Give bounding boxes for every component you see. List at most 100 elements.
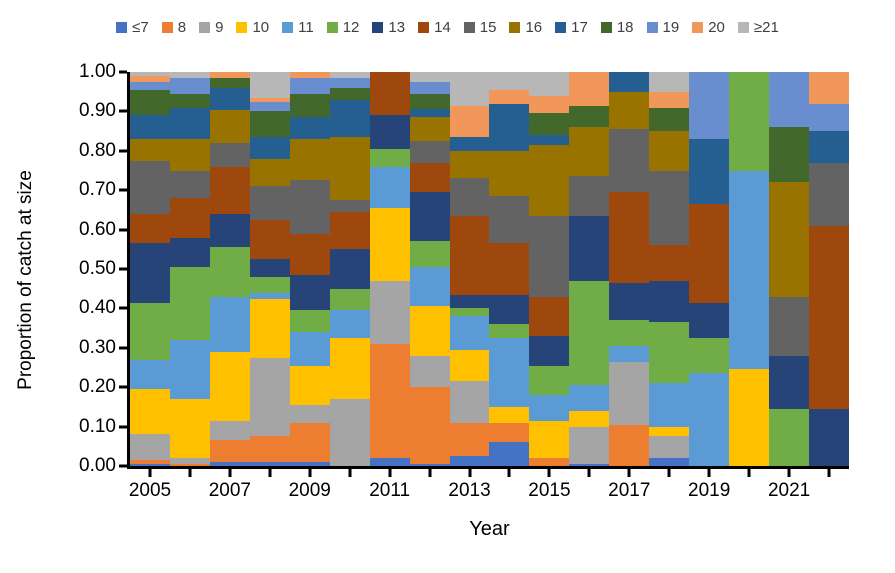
bar-segment-2016-size-16	[569, 127, 610, 177]
bar-segment-2018-size-≥21	[649, 72, 690, 92]
bar-segment-2013-size-9	[449, 381, 490, 423]
legend-item: ≤7	[116, 20, 149, 35]
bar-segment-2013-size-≥21	[449, 72, 490, 106]
bar-segment-2005-size-17	[130, 115, 170, 140]
x-tick-label-2005: 2005	[128, 480, 172, 501]
bar-segment-2008-size-18	[249, 111, 290, 138]
bar-segment-2008-size-19	[249, 101, 290, 112]
bar-segment-2018-size-12	[649, 322, 690, 384]
bar-segment-2021-size-19	[769, 72, 809, 128]
bar-segment-2016-size-18	[569, 105, 610, 128]
bar-segment-2014-size-12	[489, 324, 530, 338]
bar-segment-2008-size-14	[249, 219, 290, 260]
bar-segment-2014-size-≥21	[489, 72, 530, 90]
bar-2021	[769, 72, 809, 466]
bar-segment-2010-size-≥21	[329, 72, 370, 78]
bar-segment-2016-size-12	[569, 280, 610, 386]
y-tick-0.70	[119, 188, 127, 192]
bar-segment-2015-size-15	[529, 215, 570, 297]
bar-segment-2022-size-13	[808, 408, 849, 466]
bar-segment-2008-size-17	[249, 137, 290, 159]
legend-item: 17	[555, 20, 588, 35]
bar-segment-2014-size-15	[489, 196, 530, 244]
bar-2012	[409, 72, 450, 466]
bar-segment-2018-size-16	[649, 131, 690, 171]
bars-container	[130, 72, 849, 466]
bar-segment-2013-size-8	[449, 422, 490, 457]
bar-segment-2010-size-10	[329, 337, 370, 400]
bar-segment-2007-size-13	[209, 213, 250, 248]
bar-segment-2006-size-11	[169, 339, 210, 400]
bar-segment-2019-size-12	[689, 337, 730, 374]
x-tick-label-2007: 2007	[208, 480, 251, 501]
legend-label: 13	[388, 19, 406, 36]
x-tick-2007	[228, 469, 232, 477]
x-tick-label-2011: 2011	[369, 480, 411, 501]
bar-segment-2018-size-18	[649, 107, 690, 132]
bar-segment-2009-size-14	[289, 233, 330, 275]
bar-segment-2022-size-19	[808, 103, 849, 132]
bar-segment-2021-size-16	[769, 182, 809, 297]
bar-segment-2015-size-14	[529, 296, 570, 336]
x-tick-2015	[547, 469, 551, 477]
bar-segment-2012-size-16	[409, 117, 450, 141]
bar-segment-2012-size-≥21	[409, 72, 450, 82]
bar-segment-2007-size-15	[209, 143, 250, 167]
legend-item: 10	[236, 20, 269, 35]
bar-segment-2012-size-19	[409, 81, 450, 94]
bar-segment-2018-size-9	[649, 436, 690, 459]
y-tick-label-0.50: 0.50	[79, 258, 116, 279]
x-tick-2013	[468, 469, 472, 477]
bar-segment-2007-size-20	[209, 72, 250, 79]
y-tick-0.10	[119, 425, 127, 429]
x-tick-label-2015: 2015	[528, 480, 571, 501]
legend-label: ≥21	[753, 19, 779, 36]
bar-segment-2012-size-9	[409, 355, 450, 388]
bar-segment-2016-size-13	[569, 215, 610, 281]
bar-segment-2015-size-≥21	[529, 72, 570, 96]
bar-segment-2017-size-11	[609, 345, 650, 362]
x-tick-2018	[667, 469, 671, 477]
x-tick-label-2019: 2019	[688, 480, 731, 501]
bar-segment-2015-size-13	[529, 336, 570, 366]
bar-segment-2010-size-17	[329, 99, 370, 138]
x-tick-2022	[827, 469, 831, 477]
bar-segment-2012-size-15	[409, 140, 450, 163]
legend-swatch-icon	[326, 22, 338, 33]
bar-segment-2008-size-≥21	[249, 72, 290, 98]
bar-segment-2005-size-10	[130, 389, 170, 435]
bar-segment-2015-size-10	[529, 420, 570, 459]
y-tick-label-1.00: 1.00	[79, 61, 116, 82]
bar-segment-2006-size-≥21	[169, 72, 210, 78]
bar-segment-2008-size-12	[249, 276, 290, 293]
bar-segment-2012-size-12	[409, 241, 450, 268]
bar-segment-2018-size-11	[649, 383, 690, 427]
y-tick-label-0.90: 0.90	[79, 100, 116, 122]
bar-segment-2014-size-10	[489, 406, 530, 423]
y-tick-1.00	[119, 70, 127, 74]
bar-segment-2020-size-12	[729, 72, 769, 171]
bar-segment-2012-size-11	[409, 267, 450, 307]
x-tick-2009	[308, 469, 312, 477]
legend-swatch-icon	[737, 22, 749, 33]
bar-segment-2009-size-12	[289, 310, 330, 333]
bar-segment-2009-size-10	[289, 365, 330, 405]
bar-segment-2009-size-9	[289, 404, 330, 423]
bar-segment-2017-size-16	[609, 91, 650, 130]
bar-segment-2012-size-17	[409, 109, 450, 118]
bar-segment-2005-size-14	[130, 213, 170, 244]
legend-item: ≥21	[737, 19, 779, 36]
legend-label: 19	[662, 19, 680, 36]
bar-segment-2012-size-18	[409, 93, 450, 110]
x-tick-2012	[428, 469, 432, 477]
bar-segment-2016-size-≤7	[569, 464, 610, 466]
legend-swatch-icon	[600, 22, 612, 33]
bar-segment-2011-size-≤7	[369, 458, 410, 466]
legend-item: 8	[161, 20, 186, 35]
y-tick-0.20	[119, 385, 127, 389]
bar-segment-2006-size-19	[169, 77, 210, 94]
bar-segment-2010-size-19	[329, 78, 370, 88]
bar-segment-2007-size-9	[209, 420, 250, 441]
x-tick-2008	[268, 469, 272, 477]
bar-segment-2008-size-≤7	[249, 462, 290, 466]
